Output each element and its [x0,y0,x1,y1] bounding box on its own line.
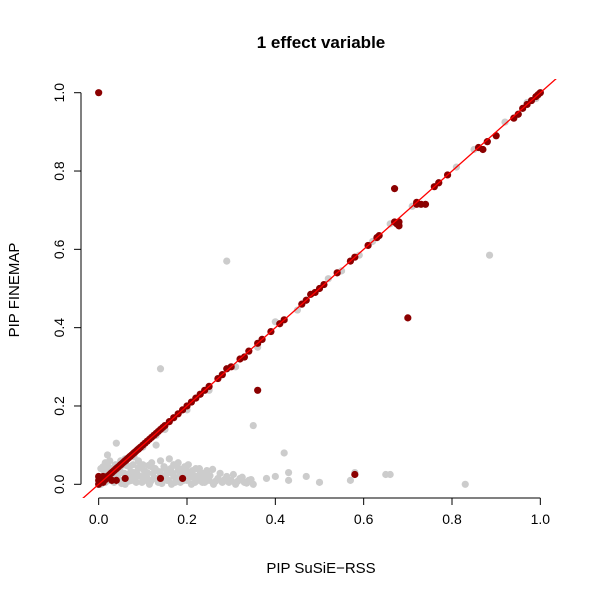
causal-variant-point [121,474,129,483]
null-variant-point [225,478,233,486]
causal-variant-point [514,110,522,118]
causal-variant-point [240,353,249,361]
causal-variant-point [483,138,491,146]
causal-variant-point [95,89,103,97]
null-variant-point [189,466,197,475]
causal-variant-point [351,470,359,479]
causal-variant-point [421,200,430,208]
x-tick-label: 1.0 [531,511,551,527]
null-variant-point [162,470,170,479]
null-variant-point [127,468,135,476]
null-variant-point [171,478,179,486]
null-variant-point [216,469,224,477]
null-variant-point [169,469,177,477]
null-variant-point [156,468,164,476]
null-variant-point [103,451,112,459]
causal-variant-point [178,474,187,483]
null-variant-point [386,470,394,479]
y-tick-label: 0.8 [51,161,67,181]
null-variant-point [104,463,112,471]
y-tick-label: 0.0 [51,474,67,494]
null-variant-point [186,473,195,481]
null-variant-point [280,449,288,457]
null-variant-point [156,457,165,465]
null-variant-point [195,465,203,473]
null-variant-point [200,469,208,477]
null-variant-point [138,478,146,486]
x-tick-label: 0.6 [354,511,374,527]
null-variant-point [164,476,173,484]
y-tick-label: 0.2 [51,396,67,416]
null-variant-point [271,472,279,481]
null-variant-point [209,465,217,474]
causal-variant-point [479,145,487,154]
null-variant-point [284,476,293,484]
x-tick-label: 0.8 [442,511,462,527]
null-variant-point [112,439,120,447]
null-variant-point [262,474,271,483]
null-variant-point [201,476,210,484]
null-variant-point [501,118,509,126]
identity-reference-line [82,79,557,498]
null-variant-point [249,421,257,430]
null-variant-point [293,306,302,314]
null-variant-point [142,472,150,480]
causal-variant-point [404,314,412,322]
null-variant-point [238,473,246,481]
null-variant-point [191,478,199,486]
x-tick-label: 0.4 [266,511,286,527]
y-axis-title: PIP FINEMAP [6,243,23,338]
null-variant-point [118,479,126,488]
null-variant-point [206,472,214,480]
x-axis-title: PIP SuSiE−RSS [266,560,375,577]
causal-variant-point [413,200,421,208]
null-variant-point [302,472,310,481]
null-variant-point [144,461,153,470]
null-variant-point [485,251,494,259]
null-variant-point [346,476,355,484]
null-variant-point [223,257,231,265]
axes: 0.0 0.2 0.4 0.6 0.8 1.0 0.0 0.2 0.4 0.6 0.8 1.0 [51,83,550,527]
y-tick-label: 0.6 [51,239,67,259]
null-variant-point [129,461,137,469]
null-variant-point [461,480,469,488]
causal-variant-point [254,386,262,394]
null-variant-point [315,478,324,486]
y-tick-label: 0.4 [51,318,67,338]
causal-variant-point [390,185,399,193]
null-variant-point [229,470,237,479]
x-tick-label: 0.0 [89,511,109,527]
causal-variant-point [156,474,165,483]
null-variant-point [156,365,165,373]
null-variant-point [212,477,220,485]
null-variant-point [184,461,192,469]
null-variant-point [133,470,142,479]
null-variant-point [147,477,155,485]
null-variant-point [152,441,160,449]
null-variant-point [324,275,332,283]
null-variant-point [160,463,168,471]
y-tick-label: 1.0 [51,83,67,103]
null-variant-point [247,476,255,484]
null-variant-point [165,455,173,463]
null-variant-point [284,468,293,477]
null-variant-point [178,465,186,474]
null-variant-point [106,457,114,465]
x-tick-label: 0.2 [177,511,197,527]
chart-title: 1 effect variable [257,33,386,52]
